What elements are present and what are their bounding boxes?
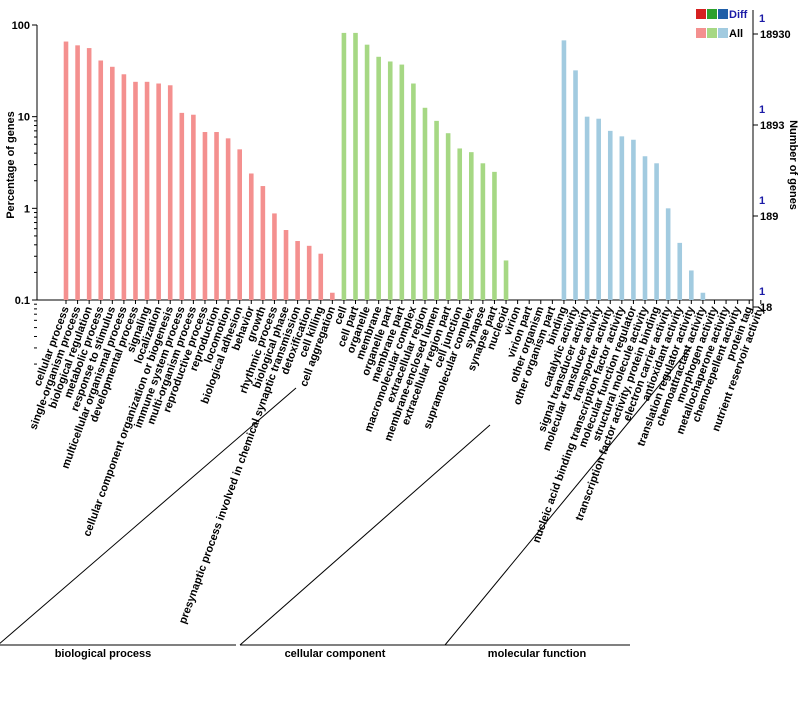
bar-metabolic-process: [98, 60, 104, 300]
bar-translation-regulator-activity: [689, 270, 694, 300]
bar-molecular-function-regulator: [631, 139, 636, 300]
legend: Diff All: [696, 9, 748, 40]
bar-cellular-process: [63, 41, 69, 300]
bar-cell-killing: [318, 253, 324, 300]
bar-structural-molecule-activity: [642, 156, 648, 300]
bar-catalytic-activity: [573, 70, 578, 300]
bar-binding: [561, 40, 567, 301]
bar-signaling: [144, 81, 150, 301]
bar-organelle-part: [387, 61, 393, 301]
right-tick-label-all: 18: [760, 302, 772, 314]
legend-swatch-all: [707, 28, 717, 38]
bar-multi-organism-process: [191, 114, 196, 301]
y-axis-title-right: Number of genes: [787, 120, 799, 210]
right-tick-label-diff: 1: [759, 13, 765, 25]
bar-cell-part: [353, 32, 358, 301]
left-tick-label: 0.1: [15, 295, 30, 307]
bar-transporter-activity: [607, 130, 613, 300]
legend-label-all: All: [729, 28, 743, 40]
bar-growth: [260, 186, 266, 300]
bar-response-to-stimulus: [110, 66, 115, 300]
left-tick-label: 10: [18, 112, 30, 124]
bar-membrane-enclosed-lumen: [434, 120, 439, 300]
bar-transcription-factor-activity-protein-binding: [654, 163, 659, 300]
right-tick-label-diff: 1: [759, 104, 765, 116]
legend-label-diff: Diff: [729, 9, 748, 21]
right-y-axis: 18930 1 1893 1 189 1 18 1: [752, 10, 791, 314]
bar-biological-phase: [283, 230, 289, 300]
bar-localization: [156, 83, 161, 301]
bar-macromolecular-complex: [411, 83, 416, 301]
bar-biological-adhesion: [237, 149, 242, 300]
y-axis-title-left: Percentage of genes: [5, 111, 17, 219]
group-bracket-line: [0, 387, 297, 644]
bar-cell: [341, 32, 347, 301]
bar-cell-junction: [457, 148, 463, 300]
bar-rhythmic-process: [272, 213, 277, 300]
legend-swatch-all: [718, 28, 728, 38]
bar-organelle: [364, 44, 370, 300]
bar-antioxidant-activity: [677, 242, 683, 300]
bar-detoxification: [306, 245, 312, 300]
group-label: biological process: [55, 648, 152, 660]
left-tick-label: 1: [24, 203, 30, 215]
legend-swatch-diff: [707, 9, 717, 19]
right-tick-label-diff: 1: [759, 195, 765, 207]
group-label: cellular component: [285, 648, 386, 660]
bar-extracellular-region: [422, 107, 428, 300]
bar-single-organism-process: [75, 45, 80, 300]
bar-multicellular-organismal-process: [121, 74, 127, 300]
bar-membrane-part: [399, 64, 405, 300]
right-tick-label-diff: 1: [759, 286, 765, 298]
bar-synapse: [480, 163, 486, 300]
bar-membrane: [376, 56, 381, 301]
legend-swatch-diff: [718, 9, 728, 19]
legend-swatch-all: [696, 28, 706, 38]
bar-locomotion: [225, 138, 231, 300]
group-bracket-line: [239, 424, 491, 646]
bar-signal-transducer-activity: [584, 116, 590, 301]
bar-cellular-component-organization-or-biogenesis: [167, 85, 173, 300]
bar-supramolecular-complex: [469, 152, 474, 300]
left-tick-label: 100: [12, 20, 30, 32]
bar-reproductive-process: [202, 132, 208, 300]
bar-biological-regulation: [86, 48, 92, 300]
bar-developmental-process: [133, 81, 138, 301]
bar-behavior: [248, 173, 254, 300]
bar-nucleic-acid-binding-transcription-factor-activity: [619, 136, 625, 300]
right-tick-label-all: 189: [760, 211, 778, 223]
bar-cell-aggregation: [330, 292, 335, 300]
bar-reproduction: [214, 132, 219, 300]
group-brackets: biological process cellular component mole…: [0, 347, 691, 660]
group-label: molecular function: [488, 648, 587, 660]
x-tick-label: cell: [332, 305, 350, 326]
bar-extracellular-region-part: [445, 133, 451, 300]
legend-swatch-diff: [696, 9, 706, 19]
bar-synapse-part: [492, 171, 497, 300]
group-bracket-line: [444, 347, 691, 646]
bar-series: [63, 32, 706, 301]
bar-nucleoid: [503, 260, 509, 300]
left-y-axis: 100 10 1 0.1: [12, 20, 753, 365]
bar-electron-carrier-activity: [665, 208, 671, 300]
bar-presynaptic-process-involved-in-chemical-synaptic-transmission: [295, 241, 300, 300]
right-tick-label-all: 1893: [760, 120, 784, 132]
bar-immune-system-process: [179, 112, 185, 300]
bar-molecular-transducer-activity: [596, 118, 601, 300]
bar-chemoattractant-activity: [700, 292, 706, 300]
right-tick-label-all: 18930: [760, 29, 791, 41]
